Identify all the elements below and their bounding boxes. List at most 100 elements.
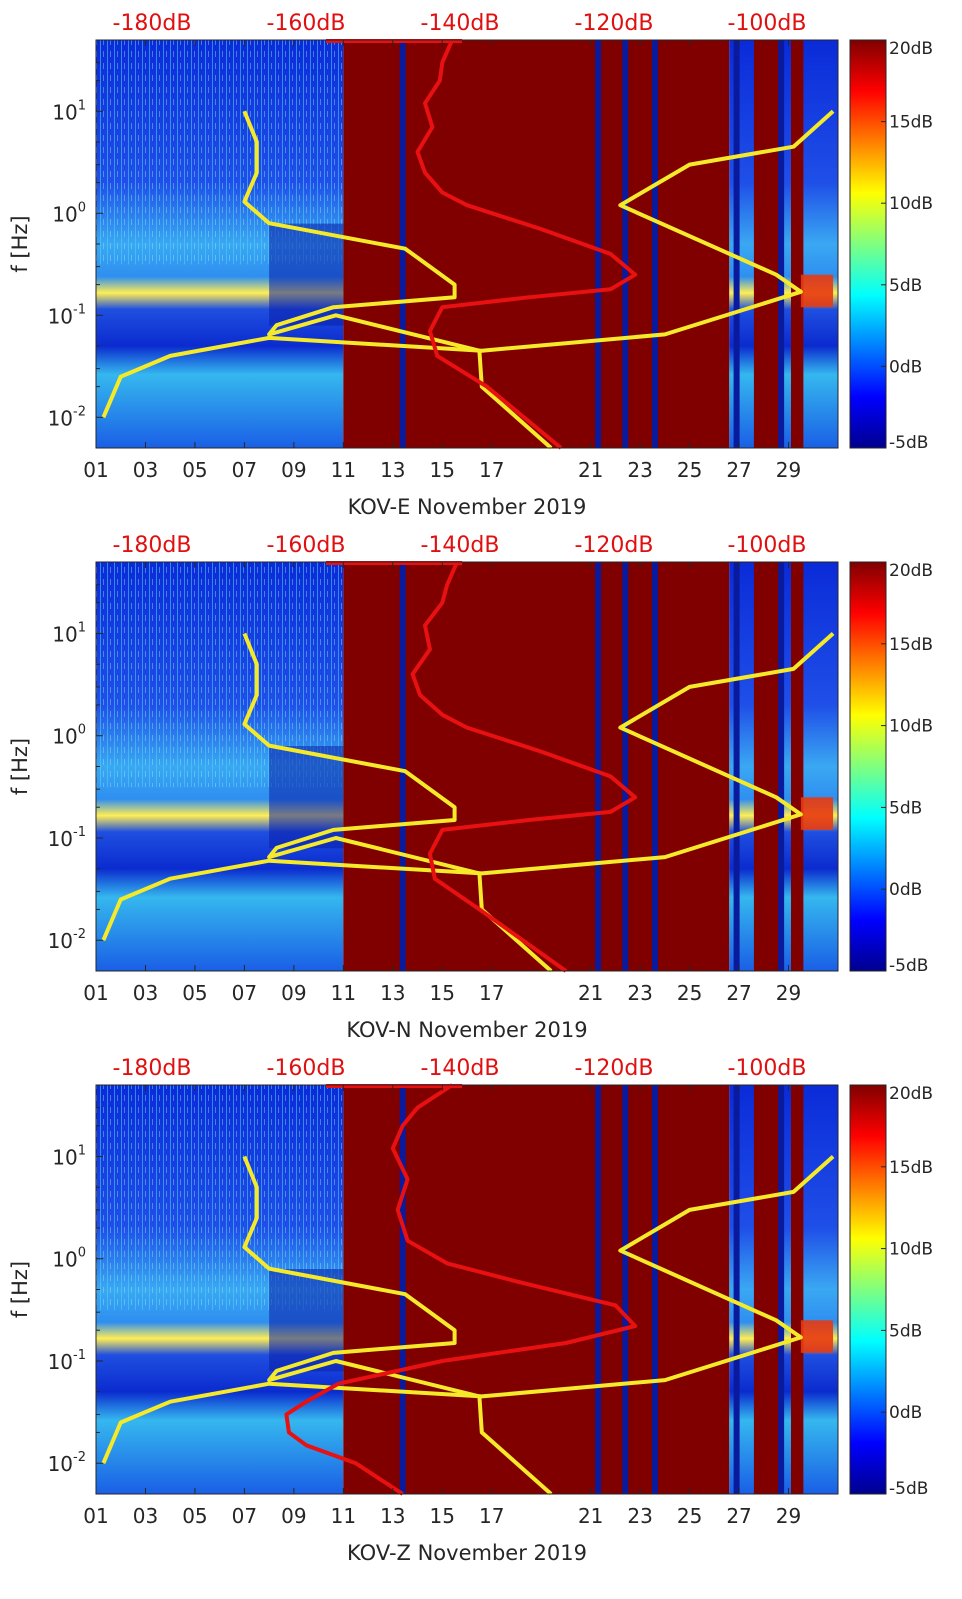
y-tick-exponent: 1 [78, 1143, 86, 1158]
x-tick-label: 17 [479, 458, 504, 482]
x-tick-label: 15 [430, 1504, 455, 1528]
yellow-line [242, 1155, 553, 1496]
saturated-segment [791, 40, 804, 448]
x-tick-label: 25 [677, 458, 702, 482]
gap-stripe [622, 40, 629, 448]
top-db-label: -160dB [267, 533, 346, 558]
gap-stripe [733, 40, 740, 448]
gap-stripe [778, 1085, 785, 1494]
saturated-segment [753, 562, 779, 971]
colorbar-label: 20dB [889, 1084, 933, 1104]
y-tick-base: 10 [48, 1452, 73, 1476]
colorbar [849, 39, 887, 449]
x-tick-label: 05 [182, 1504, 207, 1528]
gap-stripe [399, 40, 406, 448]
top-db-label: -160dB [267, 1056, 346, 1081]
y-tick-base: 10 [48, 929, 73, 953]
saturated-segment [791, 562, 804, 971]
colorbar-label: 0dB [889, 880, 922, 900]
x-tick-label: 29 [776, 981, 801, 1005]
saturated-segment [753, 40, 779, 448]
x-tick-label: 03 [133, 1504, 158, 1528]
y-tick-base: 10 [48, 304, 73, 328]
colorbar-label: 15dB [889, 635, 933, 655]
colorbar-label: 5dB [889, 798, 922, 818]
dark-noise-patch [269, 1269, 344, 1372]
x-tick-label: 21 [578, 458, 603, 482]
x-tick-label: 13 [380, 1504, 405, 1528]
y-tick-label: 101 [52, 98, 86, 124]
gap-stripe [595, 40, 602, 448]
y-tick-label: 100 [52, 1246, 86, 1272]
colorbar-label: 15dB [889, 113, 933, 133]
yellow-line-right [101, 109, 835, 419]
gap-stripe [778, 40, 785, 448]
x-tick-label: 17 [479, 1504, 504, 1528]
gap-stripe [399, 1085, 406, 1494]
y-tick-label: 10-1 [48, 1348, 86, 1374]
warm-spot [800, 1320, 834, 1353]
x-tick-label: 01 [83, 458, 108, 482]
x-tick-label: 09 [281, 1504, 306, 1528]
colorbar-label: 10dB [889, 194, 933, 214]
gap-stripe [651, 40, 658, 448]
colorbar-label: 20dB [889, 561, 933, 581]
colorbar-label: -5dB [889, 1479, 928, 1499]
y-axis-title: f [Hz] [8, 1261, 32, 1318]
saturated-segment [753, 1085, 779, 1494]
top-db-label: -120dB [575, 11, 654, 36]
colorbar-label: -5dB [889, 956, 928, 976]
panel-1: 01 03 05 07 09 11 13 15 17 21 23 25 27 2910-210-11001… [8, 11, 933, 519]
saturated-segment [343, 562, 730, 971]
colorbar-label: 10dB [889, 717, 933, 737]
top-db-label: -180dB [113, 11, 192, 36]
warm-spot [800, 797, 834, 830]
colorbar-label: 10dB [889, 1240, 933, 1260]
x-tick-label: 13 [380, 458, 405, 482]
y-tick-label: 10-2 [48, 404, 86, 430]
y-tick-base: 10 [52, 1248, 77, 1272]
top-db-label: -100dB [728, 11, 807, 36]
top-db-label: -120dB [575, 533, 654, 558]
y-tick-exponent: 1 [78, 620, 86, 635]
y-tick-base: 10 [52, 1145, 77, 1169]
x-tick-label: 05 [182, 981, 207, 1005]
y-tick-label: 10-1 [48, 302, 86, 328]
saturated-segment [343, 40, 730, 448]
gap-stripe [733, 562, 740, 971]
y-tick-label: 101 [52, 620, 86, 646]
yellow-line-right [101, 632, 835, 941]
x-tick-label: 07 [232, 458, 257, 482]
x-tick-label: 21 [578, 981, 603, 1005]
x-axis-title: KOV-N November 2019 [346, 1018, 587, 1042]
red-line [415, 39, 638, 450]
y-tick-base: 10 [48, 827, 73, 851]
x-tick-label: 01 [83, 1504, 108, 1528]
y-tick-label: 101 [52, 1143, 86, 1169]
colorbar-label: 5dB [889, 1321, 922, 1341]
gap-stripe [651, 562, 658, 971]
top-db-label: -140dB [421, 1056, 500, 1081]
y-tick-base: 10 [52, 622, 77, 646]
y-tick-base: 10 [52, 100, 77, 124]
x-tick-label: 05 [182, 458, 207, 482]
colorbar-label: 5dB [889, 276, 922, 296]
gap-stripe [651, 1085, 658, 1494]
y-tick-base: 10 [48, 1350, 73, 1374]
y-tick-exponent: -1 [73, 302, 86, 317]
x-tick-label: 11 [331, 458, 356, 482]
x-axis-title: KOV-Z November 2019 [347, 1541, 587, 1565]
y-tick-label: 100 [52, 200, 86, 226]
x-tick-label: 09 [281, 981, 306, 1005]
x-tick-label: 27 [726, 458, 751, 482]
dark-noise-patch [269, 223, 344, 326]
x-tick-label: 23 [627, 1504, 652, 1528]
y-tick-base: 10 [52, 202, 77, 226]
y-tick-exponent: -2 [73, 404, 86, 419]
x-tick-label: 01 [83, 981, 108, 1005]
x-tick-label: 29 [776, 458, 801, 482]
yellow-line-right [101, 1155, 835, 1464]
colorbar-label: 15dB [889, 1158, 933, 1178]
saturated-segment [343, 1085, 730, 1494]
y-axis-title: f [Hz] [8, 738, 32, 795]
